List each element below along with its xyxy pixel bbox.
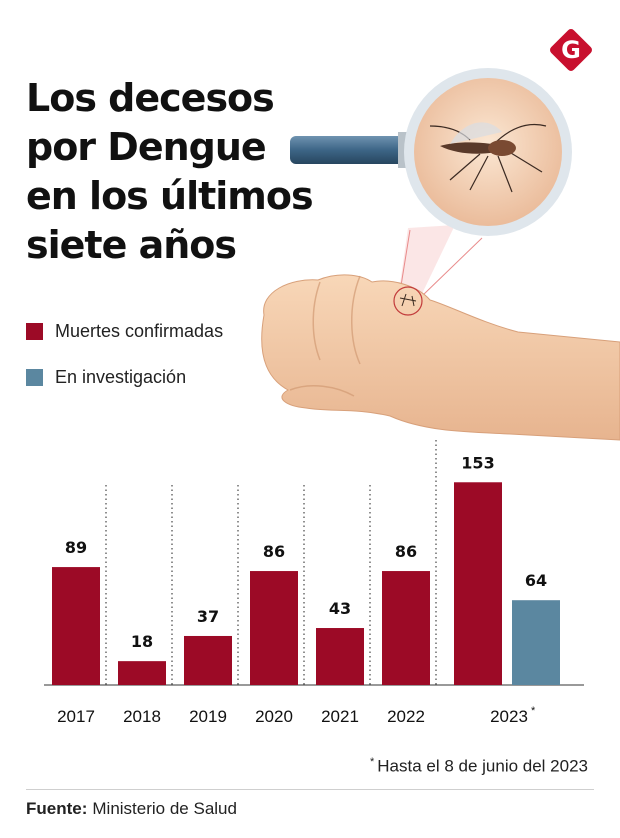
brand-logo: G: [550, 29, 592, 71]
data-label: 37: [197, 607, 219, 626]
data-label: 43: [329, 599, 351, 618]
x-tick-label: 2019: [189, 707, 227, 726]
chart-legend: Muertes confirmadas En investigación: [26, 318, 223, 410]
title-line: en los últimos: [26, 174, 314, 218]
x-tick-label: 2017: [57, 707, 95, 726]
title-line: Los decesos: [26, 76, 275, 120]
data-label: 86: [395, 542, 417, 561]
legend-swatch: [26, 322, 43, 340]
footnote-text: Hasta el 8 de junio del 2023: [377, 756, 588, 776]
mosquito-illustration: [261, 68, 620, 441]
chart-title: Los decesos por Dengue en los últimos si…: [26, 74, 326, 270]
logo-letter: G: [561, 36, 581, 64]
bar: [512, 600, 560, 685]
legend-label: En investigación: [55, 366, 187, 387]
x-tick-label: 2020: [255, 707, 293, 726]
bar: [382, 571, 430, 685]
x-tick-label: 2023: [490, 707, 528, 726]
legend-item-confirmed: Muertes confirmadas: [26, 318, 223, 344]
data-label: 86: [263, 542, 285, 561]
title-line: por Dengue: [26, 125, 267, 169]
x-tick-label: 2022: [387, 707, 425, 726]
bar: [250, 571, 298, 685]
x-tick-mark: *: [531, 705, 536, 717]
title-line: siete años: [26, 223, 237, 267]
bar: [316, 628, 364, 685]
bar-chart: 89 2017 18 2018 37 2019 86 2020 43 2021 86 2022 153 6…: [44, 440, 584, 726]
legend-label: Muertes confirmadas: [55, 320, 224, 341]
bar: [52, 567, 100, 685]
data-label: 153: [461, 453, 494, 472]
bar: [454, 482, 502, 685]
source-text: Ministerio de Salud: [92, 799, 237, 818]
source-line: Fuente: Ministerio de Salud: [26, 799, 237, 819]
legend-item-investigation: En investigación: [26, 364, 223, 390]
source-label: Fuente:: [26, 799, 88, 818]
footnote-mark: *: [369, 756, 375, 768]
x-tick-label: 2018: [123, 707, 161, 726]
footnote: * Hasta el 8 de junio del 2023: [370, 756, 588, 777]
x-tick-label: 2021: [321, 707, 359, 726]
data-label: 89: [65, 538, 87, 557]
data-label: 64: [525, 571, 547, 590]
legend-swatch: [26, 368, 43, 386]
bar: [184, 635, 232, 685]
data-label: 18: [131, 632, 153, 651]
bar: [118, 661, 166, 685]
divider: [26, 789, 594, 790]
